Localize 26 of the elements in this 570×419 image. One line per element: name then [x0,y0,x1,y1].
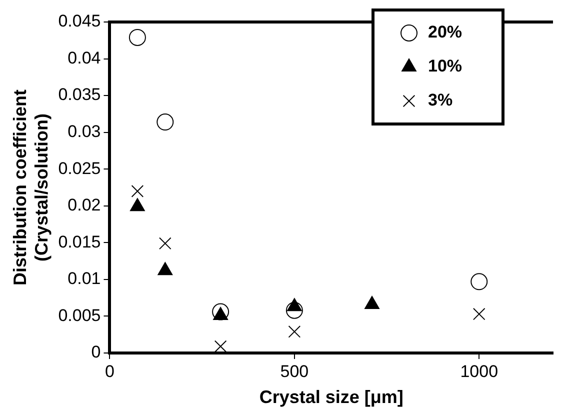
y-tick-label: 0.01 [68,269,101,288]
y-tick-label: 0.04 [68,48,101,68]
y-tick-label: 0.02 [68,196,101,215]
legend-label: 20% [428,22,462,42]
y-tick-label: 0.03 [68,122,101,142]
point [288,326,301,338]
y-tick-label: 0.025 [58,158,101,178]
y-tick-label: 0.005 [58,306,101,325]
point [156,114,174,131]
point [472,308,486,320]
y-tick-label: 0.045 [58,12,101,31]
y-axis-title: Distribution coefficient (Crystal/solution) [10,89,52,286]
x-tick-label: 500 [280,362,309,381]
legend-label: 3% [428,90,453,110]
point [214,340,227,353]
x-tick-label: 0 [105,362,114,381]
point [128,28,146,46]
legend-label: 10% [428,56,462,76]
point [470,273,488,290]
point [158,237,172,250]
x-tick-label: 1000 [460,362,498,381]
y-tick-label: 0.035 [58,85,101,104]
point [131,185,144,198]
x-axis-title: Crystal size [μm] [259,387,404,408]
y-tick-label: 0 [91,342,101,362]
y-tick-label: 0.015 [58,232,101,252]
